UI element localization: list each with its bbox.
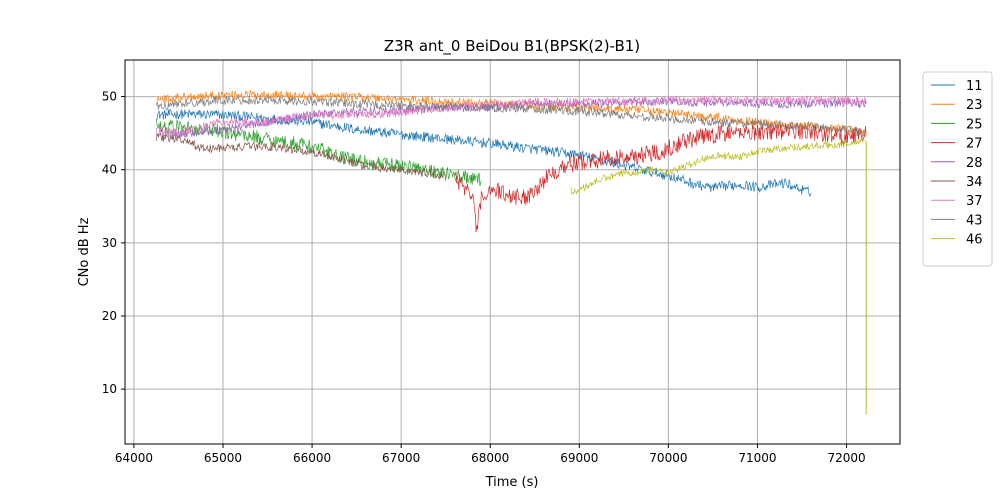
y-axis: 10 20 30 40 50 [102, 90, 125, 396]
legend-label-23: 23 [966, 98, 983, 113]
x-tick-label: 65000 [204, 451, 242, 465]
legend-label-28: 28 [966, 156, 983, 171]
x-tick-label: 66000 [293, 451, 331, 465]
legend-box [922, 71, 993, 267]
y-axis-title: CNo dB Hz [77, 217, 92, 286]
x-tick-label: 68000 [471, 451, 509, 465]
y-tick-label: 30 [102, 236, 117, 250]
x-tick-label: 72000 [827, 451, 865, 465]
x-tick-label: 71000 [738, 451, 776, 465]
x-tick-label: 64000 [115, 451, 153, 465]
plot-frame [124, 59, 901, 445]
series-line-46 [570, 137, 865, 196]
y-tick-label: 40 [102, 163, 117, 177]
chart-title: Z3R ant_0 BeiDou B1(BPSK(2)-B1) [384, 37, 640, 56]
series-line-27 [454, 122, 867, 233]
y-tick-label: 10 [102, 382, 117, 396]
x-tick-label: 69000 [560, 451, 598, 465]
legend-label-34: 34 [966, 175, 983, 190]
x-axis-title: Time (s) [485, 475, 539, 490]
grid-lines [125, 60, 900, 444]
series-line-43 [155, 95, 867, 138]
legend-label-43: 43 [966, 213, 983, 228]
x-tick-label: 70000 [649, 451, 687, 465]
y-tick-label: 20 [102, 309, 117, 323]
legend-label-11: 11 [966, 79, 983, 94]
legend-label-27: 27 [966, 137, 983, 152]
legend-label-37: 37 [966, 194, 983, 209]
series-group [155, 89, 867, 415]
series-line-34 [155, 132, 446, 181]
legend-label-46: 46 [966, 233, 983, 248]
x-tick-label: 67000 [382, 451, 420, 465]
legend: 11 23 25 27 28 34 37 43 46 [922, 71, 993, 267]
x-axis: 64000 65000 66000 67000 68000 69000 70000 71000… [115, 444, 866, 465]
y-tick-label: 50 [102, 90, 117, 104]
legend-label-25: 25 [966, 117, 983, 132]
